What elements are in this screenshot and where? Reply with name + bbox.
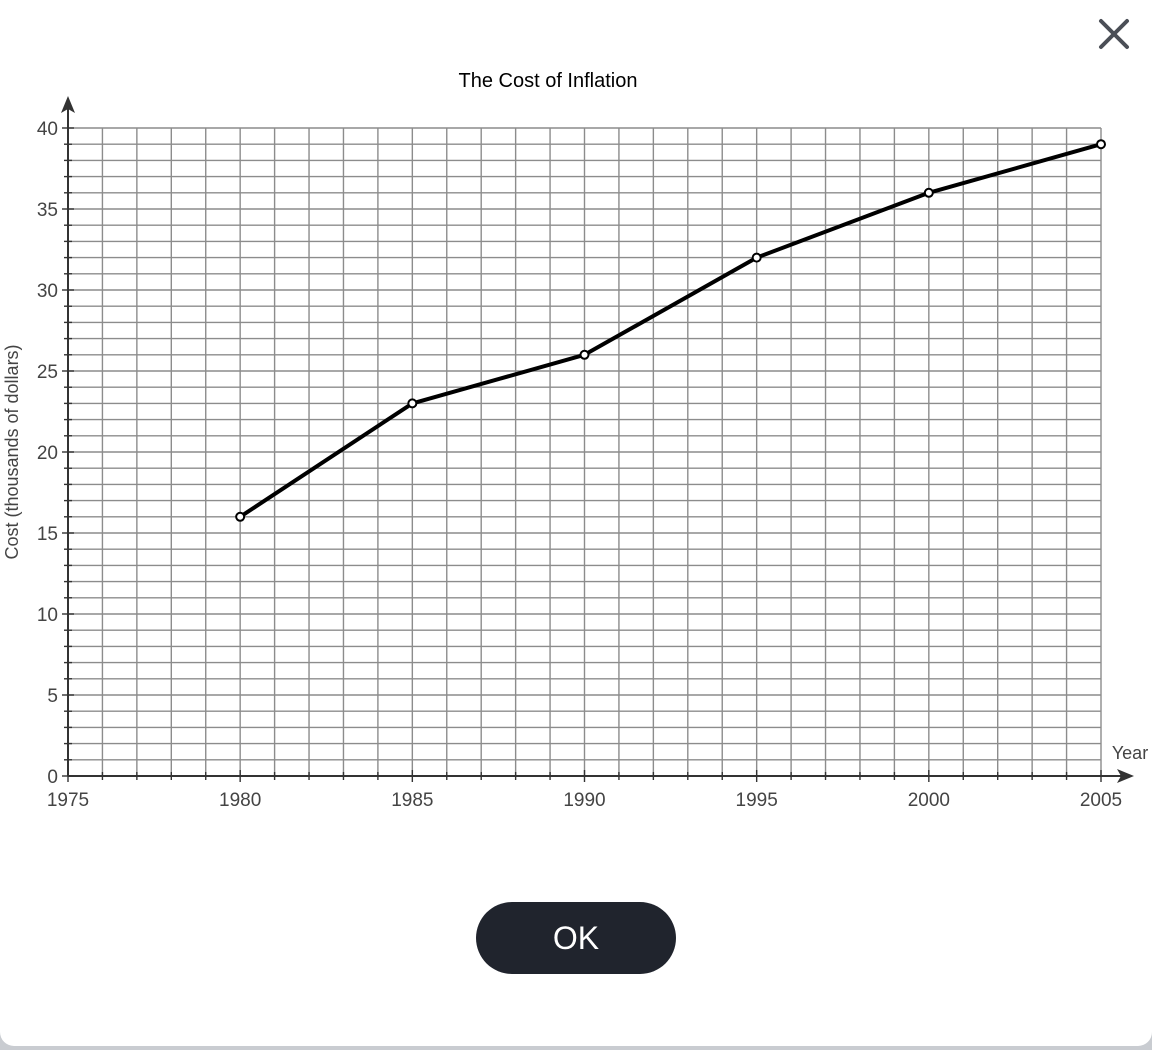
data-point	[1096, 139, 1106, 150]
data-point	[407, 398, 418, 409]
x-axis-label: Year	[1112, 743, 1148, 763]
y-tick-label: 30	[37, 281, 58, 302]
y-axis-label: Cost (thousands of dollars)	[2, 344, 22, 559]
chart-grid	[68, 127, 1102, 776]
chart-labels: 1975 1980 1985 1990 1995 2000 2005 0 5 10 15 20 25 30…	[2, 119, 1148, 811]
y-tick-label: 20	[37, 443, 58, 464]
line-chart: 1975 1980 1985 1990 1995 2000 2005 0 5 10 15 20 25 30…	[2, 96, 1148, 811]
y-tick-label: 35	[37, 200, 58, 221]
close-button[interactable]	[1094, 14, 1134, 54]
data-point	[235, 511, 246, 522]
x-tick-label: 2005	[1080, 790, 1122, 811]
chart-axes	[61, 96, 1134, 783]
y-axis-arrow	[61, 96, 75, 113]
x-tick-label: 1985	[391, 790, 433, 811]
chart-title: The Cost of Inflation	[458, 70, 638, 92]
x-tick-label: 2000	[908, 790, 950, 811]
y-tick-label: 25	[37, 362, 58, 383]
data-point	[579, 349, 590, 360]
x-tick-label: 1995	[736, 790, 778, 811]
x-tick-label: 1990	[563, 790, 605, 811]
x-tick-label: 1975	[47, 790, 89, 811]
close-icon	[1099, 19, 1129, 49]
ok-button[interactable]: OK	[476, 902, 676, 974]
y-tick-label: 10	[37, 605, 58, 626]
y-tick-label: 40	[37, 119, 58, 140]
x-tick-label: 1980	[219, 790, 261, 811]
data-point	[751, 252, 762, 263]
chart-series	[235, 139, 1106, 522]
x-axis-arrow	[1117, 769, 1134, 783]
y-tick-label: 15	[37, 524, 58, 545]
series-line	[238, 142, 1103, 519]
data-point	[923, 187, 934, 198]
y-tick-label: 0	[47, 767, 58, 788]
y-tick-label: 5	[47, 686, 58, 707]
